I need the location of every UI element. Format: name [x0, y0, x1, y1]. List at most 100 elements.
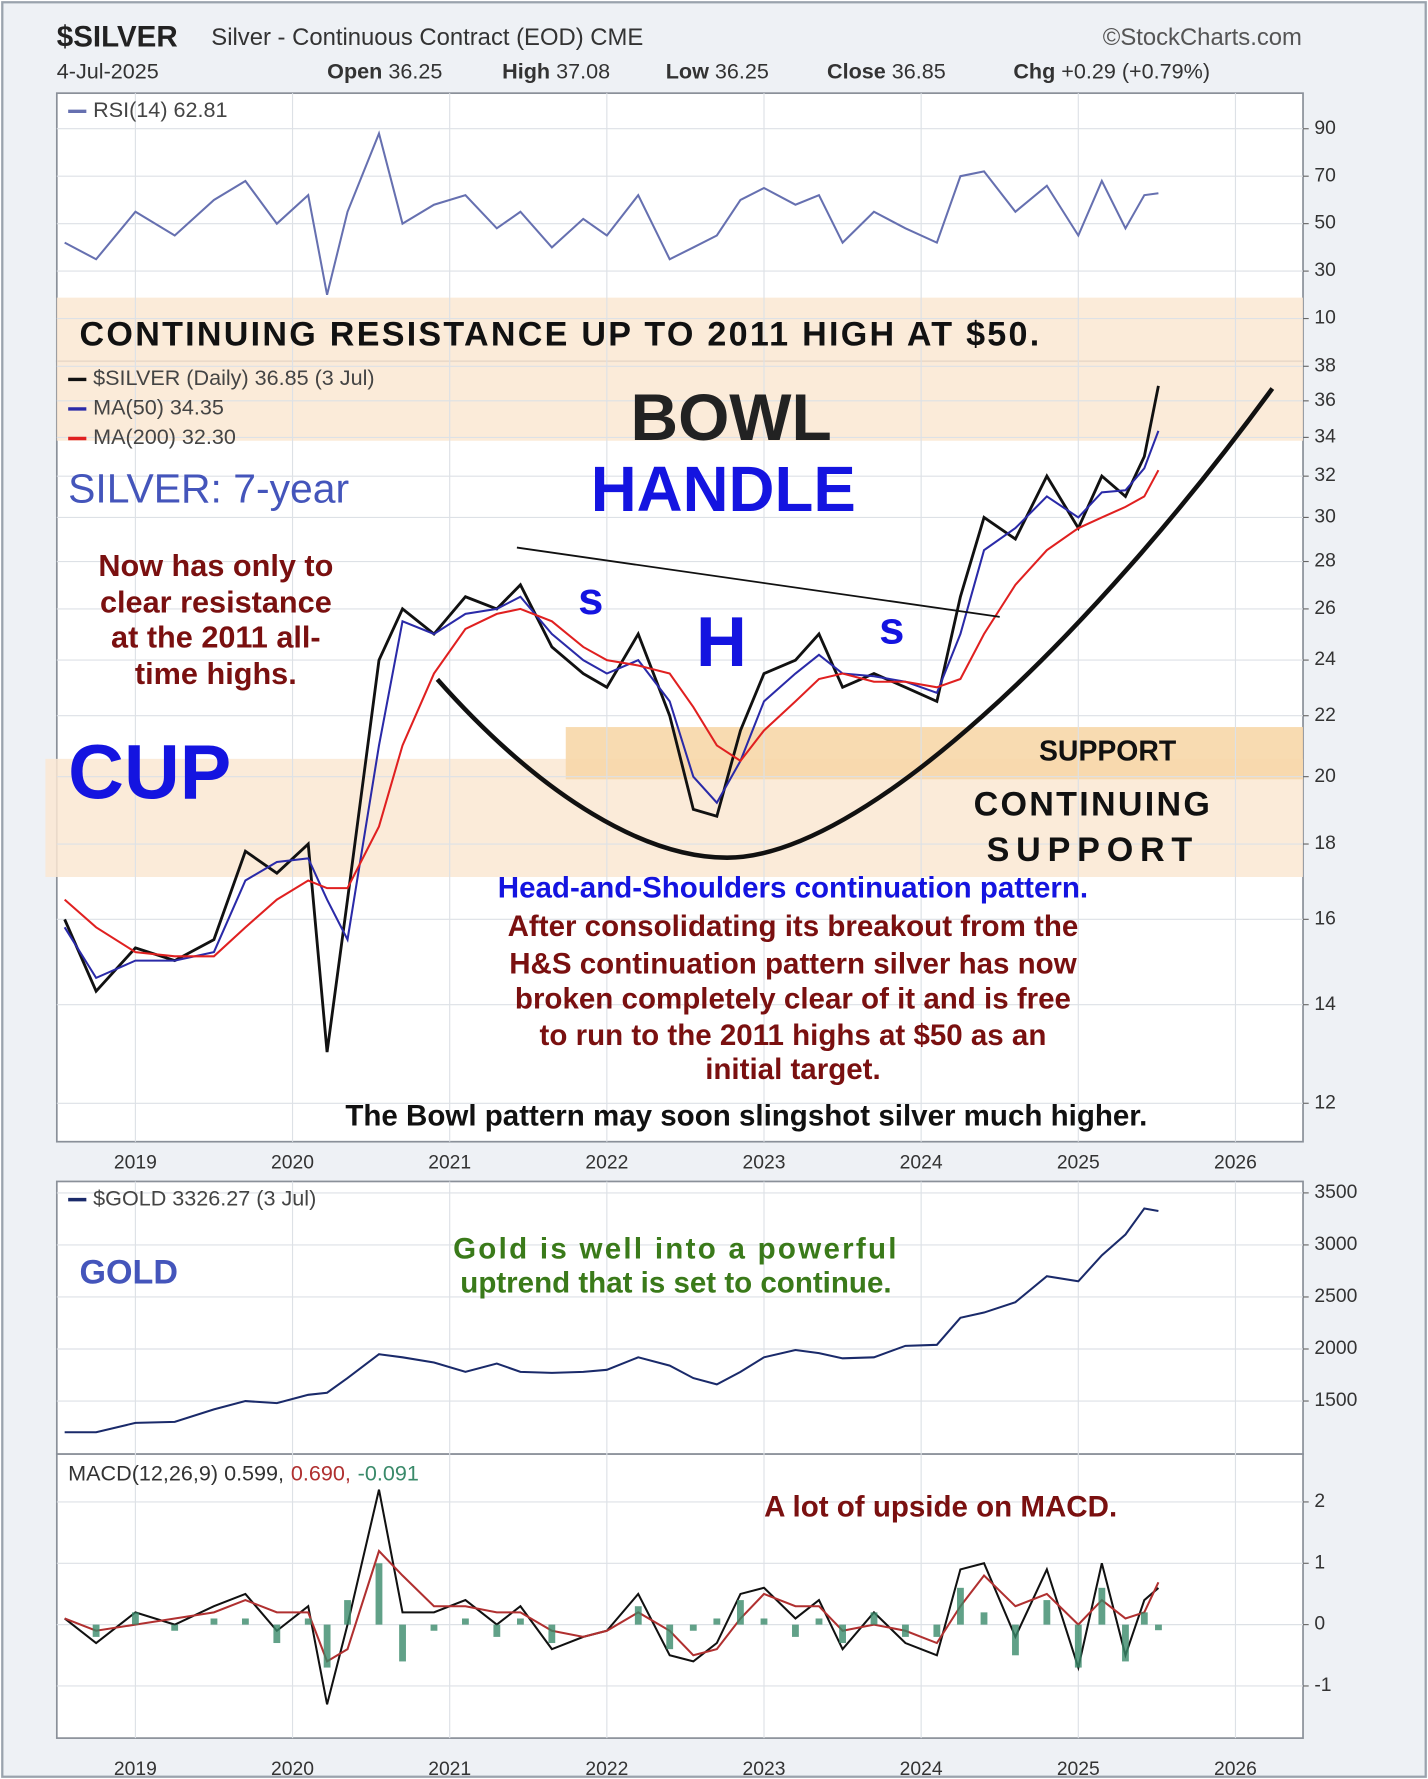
y-tick-label: 2500 — [1314, 1286, 1357, 1307]
bowl-curve — [435, 387, 1275, 860]
y-tick-label: 14 — [1314, 994, 1336, 1015]
histogram-bar — [241, 1618, 249, 1625]
histogram-bar — [792, 1624, 799, 1637]
annotation: A lot of upside on MACD. — [764, 1490, 1117, 1523]
histogram-bar — [839, 1624, 846, 1644]
quote-value: +0.29 (+0.79%) — [1061, 58, 1210, 83]
annotation: CONTINUING RESISTANCE UP TO 2011 HIGH AT… — [80, 315, 1042, 353]
y-tick-label: 70 — [1314, 165, 1335, 186]
y-tick-label: 20 — [1314, 766, 1335, 787]
annotation: After consolidating its breakout from th… — [508, 910, 1079, 943]
x-tick-label: 2021 — [428, 1152, 471, 1173]
annotation: at the 2011 all- — [111, 621, 321, 655]
legend-label: RSI(14) 62.81 — [93, 97, 227, 122]
annotation: H — [696, 602, 747, 681]
y-tick-label: 2 — [1314, 1491, 1325, 1512]
x-tick-label: 2024 — [900, 1759, 943, 1779]
quote-label: Close — [827, 58, 886, 83]
legend-label: MA(50) 34.35 — [93, 395, 224, 420]
x-tick-label: 2022 — [585, 1152, 628, 1173]
series-line — [64, 130, 1159, 296]
series-line — [64, 1489, 1160, 1705]
x-tick-label: 2025 — [1057, 1152, 1100, 1173]
y-tick-label: 24 — [1314, 649, 1336, 670]
quote-label: Chg — [1013, 58, 1055, 83]
y-tick-label: 32 — [1314, 465, 1335, 486]
quote-label: Low — [666, 58, 709, 83]
annotation: SILVER: 7-year — [68, 466, 349, 512]
source: ©StockCharts.com — [1103, 24, 1302, 51]
y-tick-label: 0 — [1314, 1614, 1325, 1635]
y-tick-label: 50 — [1314, 213, 1335, 234]
y-tick-label: 38 — [1314, 355, 1335, 376]
y-tick-label: 30 — [1314, 507, 1335, 528]
histogram-bar — [1012, 1624, 1019, 1656]
x-tick-label: 2020 — [271, 1152, 314, 1173]
quote: Open 36.25 High 37.08 Low 36.25 Close 36.85… — [327, 58, 1210, 83]
annotation: BOWL — [631, 380, 832, 454]
legend-label: MACD(12,26,9) 0.599, 0.690, -0.091 — [68, 1460, 419, 1485]
annotation: clear resistance — [100, 585, 332, 619]
x-tick-label: 2023 — [743, 1152, 786, 1173]
x-tick-label: 2023 — [743, 1759, 786, 1779]
annotation: CONTINUING — [974, 786, 1213, 824]
series-line — [63, 385, 1160, 1053]
quote-label: High — [502, 58, 550, 83]
histogram-bar — [304, 1618, 312, 1625]
x-tick-label: 2025 — [1057, 1759, 1100, 1779]
symbol: $SILVER — [57, 20, 178, 53]
annotation: Now has only to — [98, 549, 333, 583]
series-line — [64, 1207, 1159, 1434]
histogram-bar — [902, 1624, 909, 1637]
histogram-bar — [689, 1624, 697, 1631]
legend-part: 0.690, — [291, 1460, 351, 1485]
histogram-bar — [713, 1618, 721, 1625]
legend-part: MACD(12,26,9) 0.599, — [68, 1460, 284, 1485]
date: 4-Jul-2025 — [57, 58, 159, 83]
quote-item: High 37.08 — [502, 58, 610, 83]
annotation: SUPPORT — [1039, 736, 1177, 768]
quote-label: Open — [327, 58, 382, 83]
quote-value: 36.25 — [715, 58, 769, 83]
resistance-band — [56, 297, 1304, 441]
y-tick-label: 28 — [1314, 551, 1335, 572]
histogram-bar — [430, 1624, 438, 1631]
series-line — [64, 1549, 1160, 1663]
histogram-bar — [1074, 1624, 1082, 1668]
quote-value: 36.25 — [388, 58, 442, 83]
histogram-bar — [131, 1612, 139, 1625]
histogram-bar — [517, 1618, 524, 1625]
series-line — [63, 430, 1160, 980]
y-tick-label: 30 — [1314, 260, 1335, 281]
x-tick-label: 2024 — [900, 1152, 943, 1173]
handle-trendline — [516, 546, 1000, 618]
y-tick-label: 90 — [1314, 118, 1335, 139]
histogram-bar — [399, 1624, 406, 1662]
histogram-bar — [1155, 1624, 1162, 1631]
histogram-bar — [1122, 1624, 1129, 1662]
histogram-bar — [375, 1563, 383, 1625]
y-tick-label: 22 — [1314, 705, 1335, 726]
y-tick-label: 34 — [1314, 426, 1336, 447]
annotation: CUP — [68, 730, 231, 816]
histogram-bar — [737, 1600, 744, 1625]
annotation: initial target. — [705, 1053, 880, 1086]
y-tick-label: 2000 — [1314, 1338, 1357, 1359]
histogram-bar — [634, 1606, 642, 1625]
series-line — [63, 469, 1160, 958]
support-band-strong — [565, 727, 1304, 780]
histogram-bar — [171, 1624, 179, 1631]
x-tick-label: 2026 — [1214, 1759, 1257, 1779]
y-tick-label: 26 — [1314, 598, 1335, 619]
legend-part: -0.091 — [358, 1460, 419, 1485]
x-tick-label: 2026 — [1214, 1152, 1257, 1173]
quote-item: Low 36.25 — [666, 58, 769, 83]
x-tick-label: 2020 — [271, 1759, 314, 1779]
y-tick-label: -1 — [1314, 1675, 1331, 1696]
histogram-bar — [548, 1624, 556, 1644]
quote-value: 36.85 — [892, 58, 946, 83]
legend-label: $GOLD 3326.27 (3 Jul) — [93, 1185, 316, 1210]
